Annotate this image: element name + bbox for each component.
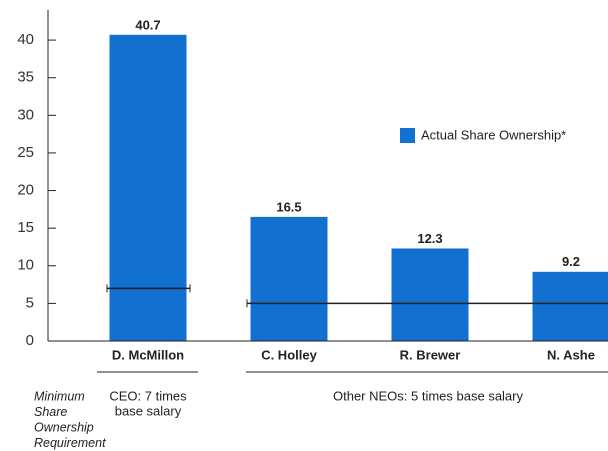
y-tick-label: 0 — [26, 332, 34, 349]
requirement-caption: Minimum — [34, 389, 85, 403]
y-tick-label: 40 — [17, 31, 34, 48]
y-tick-label: 30 — [17, 106, 34, 123]
y-tick-label: 35 — [17, 69, 34, 86]
value-label: 9.2 — [562, 254, 580, 269]
requirement-caption: Requirement — [34, 436, 106, 450]
bar — [250, 216, 328, 341]
y-tick-label: 25 — [17, 144, 34, 161]
value-label: 12.3 — [417, 231, 442, 246]
bar — [391, 248, 469, 341]
requirement-label: base salary — [115, 403, 182, 418]
x-tick-label: R. Brewer — [400, 347, 461, 362]
value-label: 40.7 — [135, 17, 160, 32]
bar — [109, 34, 187, 341]
x-tick-label: D. McMillon — [112, 347, 184, 362]
requirement-caption: Ownership — [34, 420, 94, 434]
x-tick-label: C. Holley — [261, 347, 317, 362]
requirement-caption: Share — [34, 405, 67, 419]
requirement-label: CEO: 7 times — [109, 388, 187, 403]
legend-swatch — [400, 128, 415, 143]
requirement-label: Other NEOs: 5 times base salary — [333, 388, 524, 403]
legend-label: Actual Share Ownership* — [421, 127, 566, 142]
y-tick-label: 15 — [17, 219, 34, 236]
bar — [532, 271, 608, 341]
value-label: 16.5 — [276, 199, 301, 214]
y-tick-label: 20 — [17, 182, 34, 199]
x-tick-label: N. Ashe — [547, 347, 595, 362]
y-tick-label: 5 — [26, 294, 34, 311]
y-tick-label: 10 — [17, 257, 34, 274]
